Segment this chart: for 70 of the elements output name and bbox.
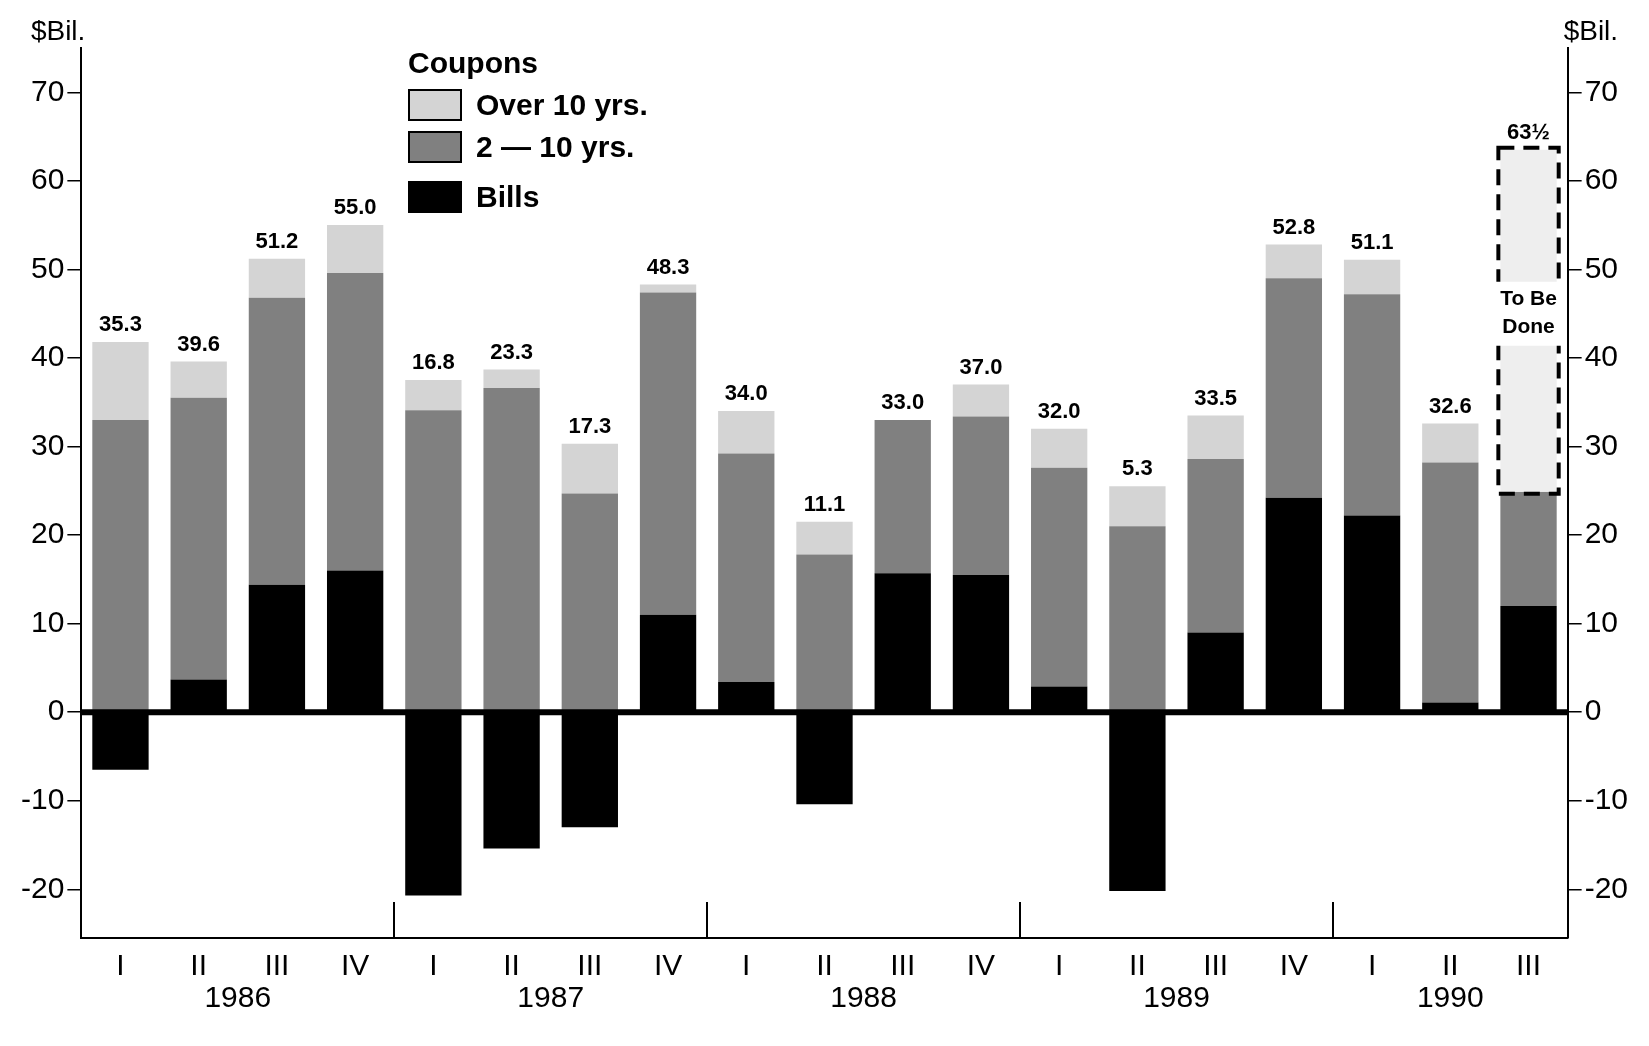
x-tick-label: I <box>116 948 125 982</box>
y2-tick-label: -20 <box>1584 870 1628 904</box>
text: 1988 <box>830 980 897 1014</box>
y2-tick-label: 0 <box>1584 693 1602 727</box>
y2-tick-label: 70 <box>1584 73 1619 107</box>
y-tick-label: -20 <box>21 870 65 904</box>
total-label: 11.1 <box>803 490 846 516</box>
y2-axis-title: $Bil. <box>1563 14 1619 46</box>
legend-label: Bills <box>476 179 540 215</box>
x-tick-label: II <box>1441 948 1459 982</box>
text: 1990 <box>1416 980 1484 1014</box>
total-label: 32.0 <box>1037 397 1081 423</box>
y-axis-title: $Bil. <box>30 14 86 46</box>
legend-title: Coupons <box>408 45 539 81</box>
x-tick-label: II <box>503 948 520 982</box>
total-label: 16.8 <box>411 349 455 375</box>
total-label: 52.8 <box>1272 213 1316 239</box>
total-label: 35.3 <box>99 311 142 337</box>
y-tick-label: 10 <box>30 604 65 638</box>
text: 1987 <box>517 980 585 1014</box>
y-tick-label: 60 <box>30 162 65 196</box>
legend-label: 2 — 10 yrs. <box>476 129 635 165</box>
x-tick-label: III <box>1516 948 1542 982</box>
x-tick-label: I <box>742 948 751 982</box>
y-tick-label: 50 <box>30 250 65 284</box>
x-tick-label: IV <box>966 948 996 982</box>
y2-tick-label: 40 <box>1584 339 1619 373</box>
y2-tick-label: 10 <box>1584 604 1619 638</box>
y-tick-label: 70 <box>30 73 65 107</box>
total-label: 17.3 <box>568 412 612 438</box>
x-tick-label: II <box>1129 948 1146 982</box>
total-label: 55.0 <box>333 194 377 220</box>
text: 1989 <box>1143 980 1210 1014</box>
total-label: 51.1 <box>1350 228 1394 254</box>
x-tick-label: III <box>1203 948 1229 982</box>
total-label: 51.2 <box>255 227 299 253</box>
y2-tick-label: -10 <box>1584 782 1628 815</box>
total-label: 39.6 <box>177 330 221 356</box>
x-tick-label: I <box>429 948 438 982</box>
total-label: 37.0 <box>959 353 1003 379</box>
x-tick-label: I <box>1055 948 1064 982</box>
y-tick-label: 20 <box>30 516 65 550</box>
total-label: 63½ <box>1507 118 1550 144</box>
y2-tick-label: 20 <box>1584 516 1619 550</box>
total-label: 33.5 <box>1194 384 1238 410</box>
y-tick-label: 30 <box>30 427 65 461</box>
total-label: 23.3 <box>490 338 534 364</box>
text: 1986 <box>204 980 272 1014</box>
y-tick-label: 40 <box>30 339 65 373</box>
total-label: 5.3 <box>1122 455 1153 481</box>
annotation: To Be Done <box>1500 286 1557 338</box>
x-tick-label: IV <box>1279 948 1309 982</box>
x-tick-label: I <box>1367 948 1377 982</box>
x-tick-label: IV <box>653 948 683 982</box>
total-label: 48.3 <box>646 253 690 279</box>
y-tick-label: -10 <box>21 782 65 815</box>
y2-tick-label: 50 <box>1584 250 1619 284</box>
x-tick-label: III <box>264 948 290 982</box>
x-tick-label: III <box>577 948 603 982</box>
x-tick-label: III <box>890 948 916 982</box>
total-label: 34.0 <box>724 380 768 406</box>
y2-tick-label: 30 <box>1584 427 1619 461</box>
y-tick-label: 0 <box>47 693 65 727</box>
total-label: 32.6 <box>1428 392 1472 418</box>
y2-tick-label: 60 <box>1584 162 1619 196</box>
x-tick-label: II <box>190 948 208 982</box>
x-tick-label: IV <box>340 948 370 982</box>
total-label: 33.0 <box>881 389 925 414</box>
x-tick-label: II <box>816 948 833 982</box>
legend-label: Over 10 yrs. <box>476 87 648 123</box>
